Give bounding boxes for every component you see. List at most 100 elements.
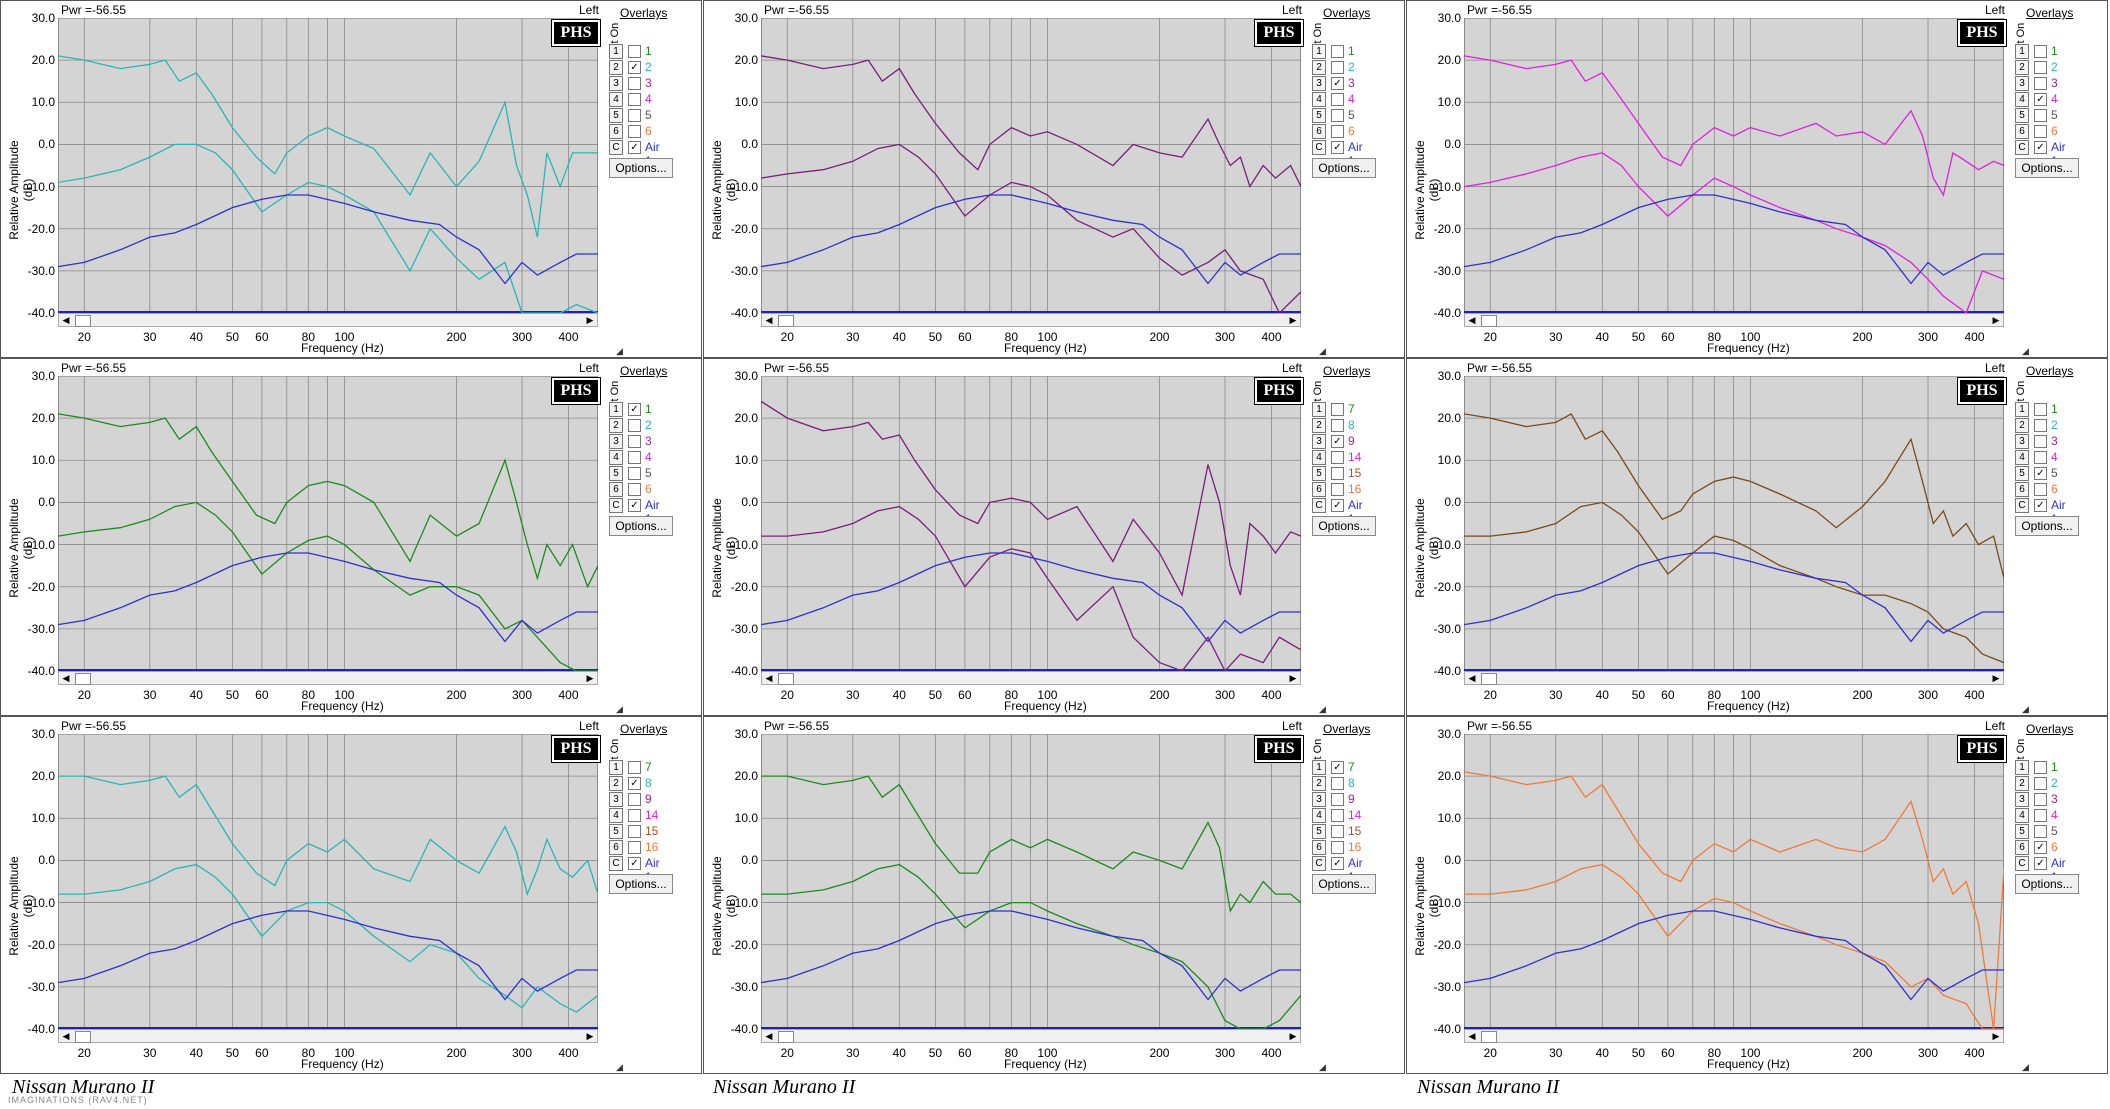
set-number-button[interactable]: 3: [609, 434, 623, 449]
overlay-checkbox[interactable]: [2034, 419, 2047, 432]
set-number-button[interactable]: C: [1312, 140, 1326, 155]
scroll-left-arrow-icon[interactable]: ◀: [62, 315, 70, 325]
scroll-thumb[interactable]: [778, 315, 794, 327]
horizontal-scrollbar[interactable]: ◀ ▶: [58, 313, 598, 327]
overlay-checkbox[interactable]: ✓: [1331, 499, 1344, 512]
scroll-left-arrow-icon[interactable]: ◀: [1468, 1031, 1476, 1041]
set-number-button[interactable]: 5: [609, 108, 623, 123]
set-number-button[interactable]: 5: [2015, 824, 2029, 839]
overlay-checkbox[interactable]: [628, 45, 641, 58]
set-number-button[interactable]: C: [2015, 140, 2029, 155]
set-number-button[interactable]: 6: [609, 840, 623, 855]
set-number-button[interactable]: 4: [1312, 808, 1326, 823]
set-number-button[interactable]: 4: [609, 92, 623, 107]
set-number-button[interactable]: 3: [1312, 792, 1326, 807]
options-button[interactable]: Options...: [2015, 158, 2079, 178]
set-number-button[interactable]: 4: [609, 450, 623, 465]
overlay-checkbox[interactable]: [2034, 761, 2047, 774]
overlay-checkbox[interactable]: [628, 761, 641, 774]
overlay-checkbox[interactable]: [2034, 403, 2047, 416]
set-number-button[interactable]: 2: [609, 776, 623, 791]
scroll-right-arrow-icon[interactable]: ▶: [586, 1031, 594, 1041]
set-number-button[interactable]: 4: [609, 808, 623, 823]
resize-grip-icon[interactable]: ◢: [2022, 1062, 2029, 1072]
set-number-button[interactable]: 1: [609, 760, 623, 775]
horizontal-scrollbar[interactable]: ◀ ▶: [1464, 313, 2004, 327]
set-number-button[interactable]: 5: [1312, 466, 1326, 481]
set-number-button[interactable]: 6: [1312, 482, 1326, 497]
overlay-checkbox[interactable]: [1331, 825, 1344, 838]
set-number-button[interactable]: C: [1312, 498, 1326, 513]
overlay-checkbox[interactable]: [628, 125, 641, 138]
scroll-thumb[interactable]: [1481, 1031, 1497, 1043]
set-number-button[interactable]: 1: [1312, 44, 1326, 59]
set-number-button[interactable]: 5: [2015, 108, 2029, 123]
overlay-checkbox[interactable]: ✓: [628, 777, 641, 790]
overlay-checkbox[interactable]: [1331, 403, 1344, 416]
overlay-checkbox[interactable]: [628, 483, 641, 496]
overlay-checkbox[interactable]: [2034, 825, 2047, 838]
options-button[interactable]: Options...: [609, 874, 673, 894]
set-number-button[interactable]: 1: [2015, 760, 2029, 775]
overlay-checkbox[interactable]: [2034, 483, 2047, 496]
overlay-checkbox[interactable]: [2034, 793, 2047, 806]
options-button[interactable]: Options...: [2015, 516, 2079, 536]
overlay-checkbox[interactable]: [1331, 93, 1344, 106]
overlay-checkbox[interactable]: [628, 809, 641, 822]
set-number-button[interactable]: 2: [2015, 418, 2029, 433]
resize-grip-icon[interactable]: ◢: [1319, 346, 1326, 356]
scroll-left-arrow-icon[interactable]: ◀: [62, 1031, 70, 1041]
overlay-checkbox[interactable]: [1331, 419, 1344, 432]
set-number-button[interactable]: C: [2015, 856, 2029, 871]
scroll-thumb[interactable]: [75, 1031, 91, 1043]
overlay-checkbox[interactable]: ✓: [2034, 857, 2047, 870]
horizontal-scrollbar[interactable]: ◀ ▶: [761, 671, 1301, 685]
options-button[interactable]: Options...: [1312, 874, 1376, 894]
scroll-right-arrow-icon[interactable]: ▶: [1289, 1031, 1297, 1041]
overlay-checkbox[interactable]: ✓: [1331, 761, 1344, 774]
set-number-button[interactable]: 4: [1312, 92, 1326, 107]
overlay-checkbox[interactable]: [2034, 125, 2047, 138]
options-button[interactable]: Options...: [1312, 158, 1376, 178]
set-number-button[interactable]: C: [1312, 856, 1326, 871]
overlay-checkbox[interactable]: ✓: [628, 61, 641, 74]
overlay-checkbox[interactable]: [628, 435, 641, 448]
set-number-button[interactable]: 2: [609, 60, 623, 75]
overlay-checkbox[interactable]: [628, 419, 641, 432]
horizontal-scrollbar[interactable]: ◀ ▶: [1464, 1029, 2004, 1043]
overlay-checkbox[interactable]: [1331, 793, 1344, 806]
set-number-button[interactable]: 6: [1312, 840, 1326, 855]
resize-grip-icon[interactable]: ◢: [1319, 1062, 1326, 1072]
overlay-checkbox[interactable]: ✓: [2034, 499, 2047, 512]
resize-grip-icon[interactable]: ◢: [616, 704, 623, 714]
overlay-checkbox[interactable]: ✓: [628, 499, 641, 512]
set-number-button[interactable]: 5: [1312, 824, 1326, 839]
overlay-checkbox[interactable]: [628, 109, 641, 122]
set-number-button[interactable]: 3: [609, 76, 623, 91]
scroll-thumb[interactable]: [75, 673, 91, 685]
overlay-checkbox[interactable]: [628, 841, 641, 854]
resize-grip-icon[interactable]: ◢: [2022, 346, 2029, 356]
set-number-button[interactable]: 5: [2015, 466, 2029, 481]
set-number-button[interactable]: 5: [1312, 108, 1326, 123]
scroll-right-arrow-icon[interactable]: ▶: [1992, 673, 2000, 683]
overlay-checkbox[interactable]: [1331, 61, 1344, 74]
overlay-checkbox[interactable]: [628, 825, 641, 838]
set-number-button[interactable]: 3: [1312, 76, 1326, 91]
set-number-button[interactable]: 6: [2015, 482, 2029, 497]
set-number-button[interactable]: C: [609, 140, 623, 155]
horizontal-scrollbar[interactable]: ◀ ▶: [761, 1029, 1301, 1043]
overlay-checkbox[interactable]: [1331, 809, 1344, 822]
set-number-button[interactable]: 2: [609, 418, 623, 433]
set-number-button[interactable]: 6: [2015, 124, 2029, 139]
scroll-right-arrow-icon[interactable]: ▶: [586, 673, 594, 683]
options-button[interactable]: Options...: [609, 158, 673, 178]
horizontal-scrollbar[interactable]: ◀ ▶: [1464, 671, 2004, 685]
set-number-button[interactable]: 1: [2015, 402, 2029, 417]
resize-grip-icon[interactable]: ◢: [616, 1062, 623, 1072]
scroll-thumb[interactable]: [1481, 315, 1497, 327]
scroll-right-arrow-icon[interactable]: ▶: [586, 315, 594, 325]
set-number-button[interactable]: 2: [2015, 776, 2029, 791]
set-number-button[interactable]: 2: [1312, 776, 1326, 791]
overlay-checkbox[interactable]: [2034, 777, 2047, 790]
